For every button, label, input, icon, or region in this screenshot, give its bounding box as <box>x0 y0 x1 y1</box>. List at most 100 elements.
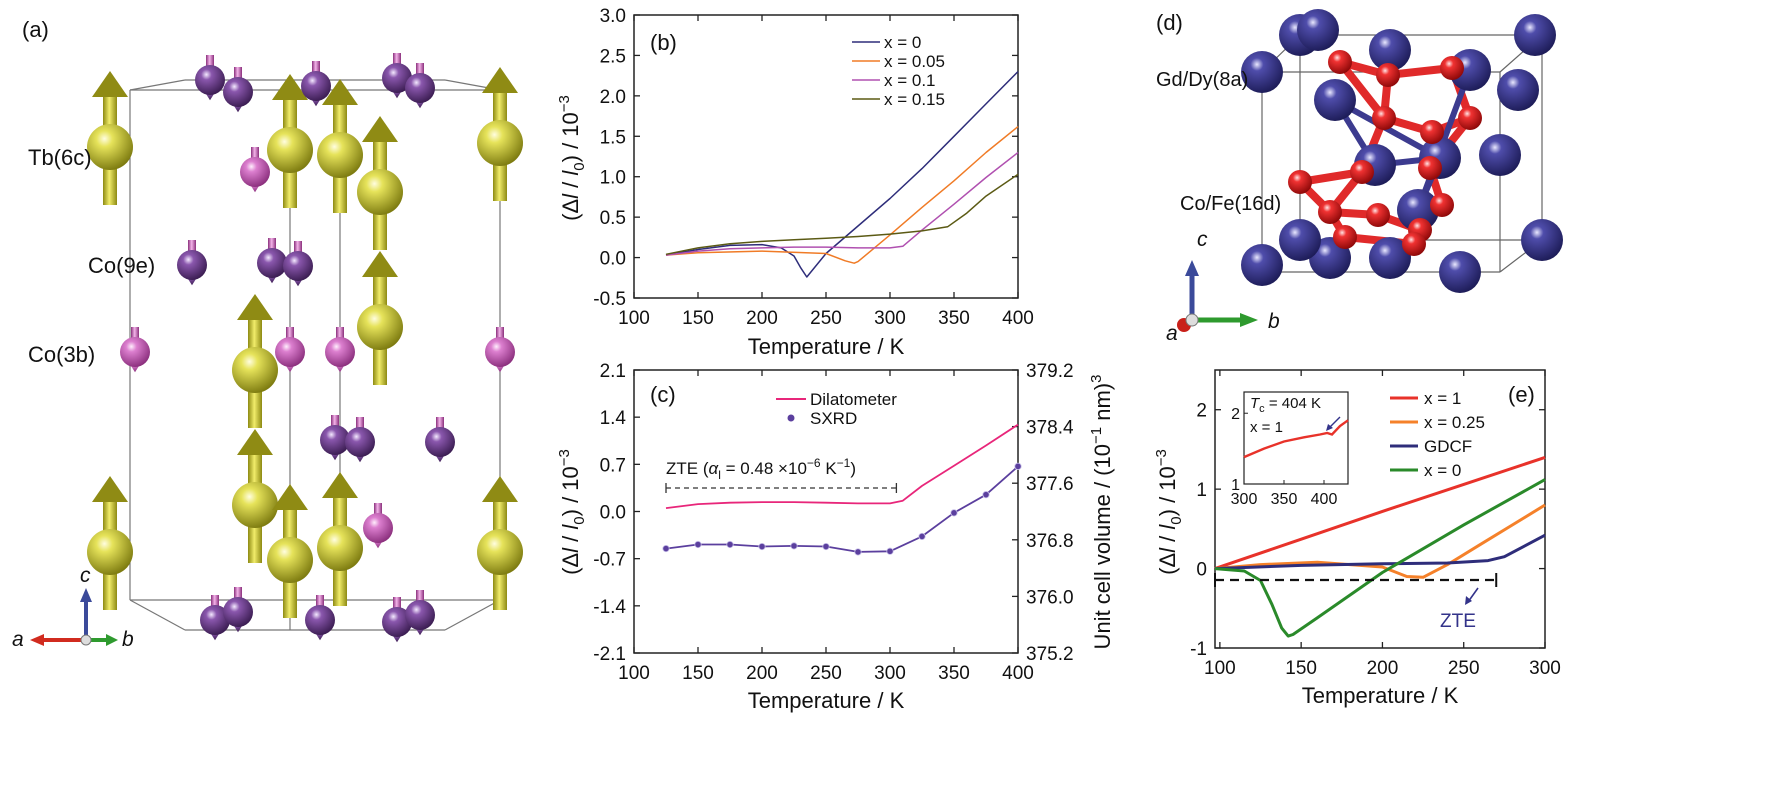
series-line-b-3 <box>665 173 1019 256</box>
panel-a: (a) Tb(6c) Co(9e) Co(3b) c a b <box>12 17 523 651</box>
inset-tc-label: Tc = 404 K <box>1250 395 1321 415</box>
legend-label-e-3: x = 0 <box>1424 461 1461 480</box>
xlabel-b: Temperature / K <box>748 334 905 359</box>
tb-atom-5 <box>232 294 278 428</box>
series-line-e-0 <box>1214 455 1546 571</box>
xlabel-e: Temperature / K <box>1302 683 1459 708</box>
data-point-c-1-3 <box>758 542 766 551</box>
gd-atom-11 <box>1397 189 1439 231</box>
svg-text:ZTE (αl = 0.48 ×10−6 K−1): ZTE (αl = 0.48 ×10−6 K−1) <box>666 456 856 482</box>
x-tick-label-e-3: 250 <box>1448 658 1480 679</box>
zte-arrow-head-e <box>1465 596 1472 605</box>
inset-e: 300 350 400 1 2 Tc = 404 K x = 1 <box>1231 391 1349 508</box>
y-tick-label-b-3: 1.0 <box>600 168 626 189</box>
x-tick-label-b-3: 250 <box>810 308 842 329</box>
gd-atom-5 <box>1241 51 1283 93</box>
co-atom-14 <box>1402 232 1426 256</box>
x-tick-label-b-2: 200 <box>746 308 778 329</box>
y-tick-label-c-5: 1.4 <box>600 408 627 429</box>
series-line-b-0 <box>665 71 1019 278</box>
tb-atom-7 <box>232 429 278 563</box>
ylabel-c: (Δl / l0) / 10−3 <box>556 449 588 575</box>
x-tick-label-b-4: 300 <box>874 308 906 329</box>
ticks-c: 100 150 200 250 300 350 400 -2.1 -1.4 -0.7 0.0 0.7 1… <box>593 361 1074 684</box>
legend-label-e-2: GDCF <box>1424 437 1472 456</box>
series-line-e-3 <box>1214 478 1546 638</box>
legend-label-b-3: x = 0.15 <box>884 90 945 109</box>
co3b-atom-4 <box>485 327 515 373</box>
legend-swatch-c-1 <box>787 414 795 422</box>
x-tick-label-e-4: 300 <box>1529 658 1561 679</box>
crystal-structure-d <box>1241 9 1563 293</box>
tb-atom-8 <box>87 476 133 610</box>
panel-label-a: (a) <box>22 17 49 42</box>
axis-triad-d: c a b <box>1166 228 1280 345</box>
site-label-co9e: Co(9e) <box>88 253 155 278</box>
gd-atom-15 <box>1439 251 1481 293</box>
co-atom-5 <box>1458 106 1482 130</box>
gd-atom-9 <box>1479 134 1521 176</box>
x-tick-label-b-1: 150 <box>682 308 714 329</box>
axis-triad-a: c a b <box>12 564 134 651</box>
y-tick-label-e-1: 0 <box>1196 560 1207 581</box>
co-atom-10 <box>1366 203 1390 227</box>
axis-c-label-a: c <box>80 564 91 587</box>
co9e-atom-5 <box>177 240 207 286</box>
x-tick-label-e-0: 100 <box>1204 658 1236 679</box>
legend-label-b-0: x = 0 <box>884 33 921 52</box>
x-tick-label-c-5: 350 <box>938 663 970 684</box>
y-tick-label-b-0: -0.5 <box>593 289 626 310</box>
inset-x-tick-label-0: 300 <box>1231 491 1258 508</box>
co3b-atom-0 <box>240 147 270 193</box>
panel-e: (e) 100 150 200 250 300 -1 0 1 2 x = 1 x = 0.25 GD… <box>1153 369 1561 708</box>
x-tick-label-c-0: 100 <box>618 663 650 684</box>
ylabel-b: (Δl / l0) / 10−3 <box>556 95 588 221</box>
x-tick-label-c-3: 250 <box>810 663 842 684</box>
legend-label-e-0: x = 1 <box>1424 389 1461 408</box>
y-tick-label-e-2: 1 <box>1196 480 1207 501</box>
svg-text:(Δl / l0) / 10−3: (Δl / l0) / 10−3 <box>1153 449 1185 575</box>
panel-b: (b) 100 150 200 250 300 350 400 -0.5 0.0 0.5 1.0 1.… <box>556 6 1034 359</box>
data-point-c-1-0 <box>662 544 670 553</box>
svg-text:(Δl / l0) / 10−3: (Δl / l0) / 10−3 <box>556 95 588 221</box>
tb-atom-2 <box>317 79 363 213</box>
y-right-tick-label-c-4: 378.4 <box>1026 418 1074 439</box>
co-atom-2 <box>1440 56 1464 80</box>
legend-b: x = 0x = 0.05x = 0.1x = 0.15 <box>852 33 945 109</box>
legend-e: x = 1 x = 0.25 GDCF x = 0 <box>1390 389 1485 480</box>
y-tick-label-b-6: 2.5 <box>600 46 626 67</box>
co9e-atom-1 <box>223 67 253 113</box>
panel-label-b: (b) <box>650 30 677 55</box>
axis-a-label-d: a <box>1166 322 1178 345</box>
gd-atom-17 <box>1279 219 1321 261</box>
co3b-atom-1 <box>120 327 150 373</box>
co9e-atom-9 <box>345 417 375 463</box>
x-tick-label-b-0: 100 <box>618 308 650 329</box>
co-atom-7 <box>1418 156 1442 180</box>
co-atom-8 <box>1288 170 1312 194</box>
tb-atom-1 <box>267 74 313 208</box>
co-atom-6 <box>1350 160 1374 184</box>
y-tick-label-c-3: 0.0 <box>600 503 626 524</box>
data-point-c-1-4 <box>790 542 798 550</box>
legend-label-c-1: SXRD <box>810 409 857 428</box>
gd-atom-12 <box>1241 244 1283 286</box>
series-b <box>665 71 1019 278</box>
x-tick-label-b-6: 400 <box>1002 308 1034 329</box>
gd-atom-14 <box>1369 237 1411 279</box>
y-tick-label-b-4: 1.5 <box>600 127 626 148</box>
y-tick-label-c-6: 2.1 <box>600 361 626 382</box>
panel-label-e: (e) <box>1508 382 1535 407</box>
co-atom-9 <box>1318 200 1342 224</box>
co9e-atom-7 <box>283 241 313 287</box>
gd-atom-3 <box>1369 29 1411 71</box>
tb-atom-9 <box>267 484 313 618</box>
y-tick-label-c-0: -2.1 <box>593 644 626 665</box>
y-right-tick-label-c-0: 375.2 <box>1026 644 1074 665</box>
legend-label-b-2: x = 0.1 <box>884 71 936 90</box>
x-tick-label-c-6: 400 <box>1002 663 1034 684</box>
y-tick-label-c-1: -1.4 <box>593 597 626 618</box>
axis-b-label-a: b <box>122 628 134 651</box>
co-atom-12 <box>1430 193 1454 217</box>
